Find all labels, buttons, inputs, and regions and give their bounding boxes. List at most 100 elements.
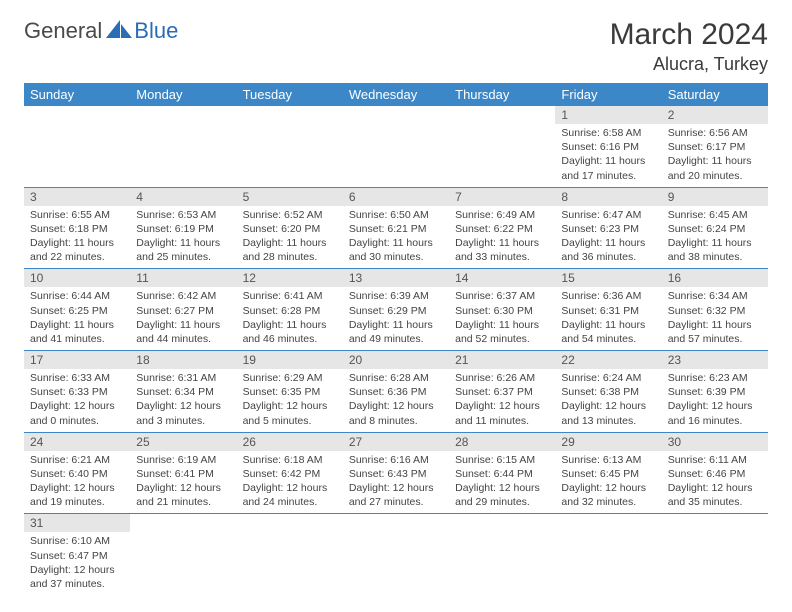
day-sun-info: Sunrise: 6:42 AMSunset: 6:27 PMDaylight:… xyxy=(130,287,236,350)
calendar-day-cell: 12Sunrise: 6:41 AMSunset: 6:28 PMDayligh… xyxy=(237,269,343,351)
title-block: March 2024 Alucra, Turkey xyxy=(610,18,768,75)
day-sun-info: Sunrise: 6:55 AMSunset: 6:18 PMDaylight:… xyxy=(24,206,130,269)
calendar-day-cell: 28Sunrise: 6:15 AMSunset: 6:44 PMDayligh… xyxy=(449,432,555,514)
day-number: 30 xyxy=(662,433,768,451)
calendar-table: Sunday Monday Tuesday Wednesday Thursday… xyxy=(24,83,768,595)
calendar-day-cell: 29Sunrise: 6:13 AMSunset: 6:45 PMDayligh… xyxy=(555,432,661,514)
calendar-day-cell: 4Sunrise: 6:53 AMSunset: 6:19 PMDaylight… xyxy=(130,187,236,269)
weekday-header: Sunday xyxy=(24,83,130,106)
day-number: 29 xyxy=(555,433,661,451)
calendar-day-cell: 8Sunrise: 6:47 AMSunset: 6:23 PMDaylight… xyxy=(555,187,661,269)
calendar-day-cell: 26Sunrise: 6:18 AMSunset: 6:42 PMDayligh… xyxy=(237,432,343,514)
calendar-day-cell xyxy=(24,106,130,187)
calendar-day-cell xyxy=(130,514,236,595)
day-number: 5 xyxy=(237,188,343,206)
day-sun-info: Sunrise: 6:15 AMSunset: 6:44 PMDaylight:… xyxy=(449,451,555,514)
logo-text-general: General xyxy=(24,18,102,44)
day-sun-info: Sunrise: 6:28 AMSunset: 6:36 PMDaylight:… xyxy=(343,369,449,432)
day-sun-info: Sunrise: 6:49 AMSunset: 6:22 PMDaylight:… xyxy=(449,206,555,269)
logo: General Blue xyxy=(24,18,178,44)
day-sun-info: Sunrise: 6:34 AMSunset: 6:32 PMDaylight:… xyxy=(662,287,768,350)
day-sun-info: Sunrise: 6:19 AMSunset: 6:41 PMDaylight:… xyxy=(130,451,236,514)
day-number: 16 xyxy=(662,269,768,287)
calendar-day-cell: 13Sunrise: 6:39 AMSunset: 6:29 PMDayligh… xyxy=(343,269,449,351)
calendar-day-cell: 15Sunrise: 6:36 AMSunset: 6:31 PMDayligh… xyxy=(555,269,661,351)
calendar-day-cell: 9Sunrise: 6:45 AMSunset: 6:24 PMDaylight… xyxy=(662,187,768,269)
calendar-day-cell: 19Sunrise: 6:29 AMSunset: 6:35 PMDayligh… xyxy=(237,351,343,433)
day-sun-info: Sunrise: 6:23 AMSunset: 6:39 PMDaylight:… xyxy=(662,369,768,432)
day-sun-info: Sunrise: 6:39 AMSunset: 6:29 PMDaylight:… xyxy=(343,287,449,350)
day-sun-info: Sunrise: 6:41 AMSunset: 6:28 PMDaylight:… xyxy=(237,287,343,350)
weekday-header-row: Sunday Monday Tuesday Wednesday Thursday… xyxy=(24,83,768,106)
day-sun-info: Sunrise: 6:53 AMSunset: 6:19 PMDaylight:… xyxy=(130,206,236,269)
calendar-day-cell: 1Sunrise: 6:58 AMSunset: 6:16 PMDaylight… xyxy=(555,106,661,187)
calendar-day-cell: 30Sunrise: 6:11 AMSunset: 6:46 PMDayligh… xyxy=(662,432,768,514)
calendar-day-cell: 16Sunrise: 6:34 AMSunset: 6:32 PMDayligh… xyxy=(662,269,768,351)
calendar-day-cell: 22Sunrise: 6:24 AMSunset: 6:38 PMDayligh… xyxy=(555,351,661,433)
month-title: March 2024 xyxy=(610,18,768,52)
calendar-week-row: 10Sunrise: 6:44 AMSunset: 6:25 PMDayligh… xyxy=(24,269,768,351)
calendar-day-cell xyxy=(237,106,343,187)
calendar-day-cell: 6Sunrise: 6:50 AMSunset: 6:21 PMDaylight… xyxy=(343,187,449,269)
day-number: 20 xyxy=(343,351,449,369)
day-number: 28 xyxy=(449,433,555,451)
day-number: 24 xyxy=(24,433,130,451)
logo-text-blue: Blue xyxy=(134,18,178,44)
day-sun-info: Sunrise: 6:37 AMSunset: 6:30 PMDaylight:… xyxy=(449,287,555,350)
calendar-day-cell xyxy=(343,514,449,595)
day-sun-info: Sunrise: 6:13 AMSunset: 6:45 PMDaylight:… xyxy=(555,451,661,514)
calendar-day-cell: 21Sunrise: 6:26 AMSunset: 6:37 PMDayligh… xyxy=(449,351,555,433)
day-sun-info: Sunrise: 6:44 AMSunset: 6:25 PMDaylight:… xyxy=(24,287,130,350)
day-sun-info: Sunrise: 6:29 AMSunset: 6:35 PMDaylight:… xyxy=(237,369,343,432)
day-number: 22 xyxy=(555,351,661,369)
calendar-day-cell: 10Sunrise: 6:44 AMSunset: 6:25 PMDayligh… xyxy=(24,269,130,351)
calendar-day-cell xyxy=(343,106,449,187)
day-sun-info: Sunrise: 6:11 AMSunset: 6:46 PMDaylight:… xyxy=(662,451,768,514)
day-sun-info: Sunrise: 6:26 AMSunset: 6:37 PMDaylight:… xyxy=(449,369,555,432)
day-sun-info: Sunrise: 6:45 AMSunset: 6:24 PMDaylight:… xyxy=(662,206,768,269)
day-sun-info: Sunrise: 6:16 AMSunset: 6:43 PMDaylight:… xyxy=(343,451,449,514)
day-sun-info: Sunrise: 6:24 AMSunset: 6:38 PMDaylight:… xyxy=(555,369,661,432)
day-sun-info: Sunrise: 6:36 AMSunset: 6:31 PMDaylight:… xyxy=(555,287,661,350)
day-sun-info: Sunrise: 6:58 AMSunset: 6:16 PMDaylight:… xyxy=(555,124,661,187)
day-number: 15 xyxy=(555,269,661,287)
day-number: 25 xyxy=(130,433,236,451)
day-number: 14 xyxy=(449,269,555,287)
calendar-week-row: 24Sunrise: 6:21 AMSunset: 6:40 PMDayligh… xyxy=(24,432,768,514)
day-number: 21 xyxy=(449,351,555,369)
calendar-day-cell: 27Sunrise: 6:16 AMSunset: 6:43 PMDayligh… xyxy=(343,432,449,514)
weekday-header: Wednesday xyxy=(343,83,449,106)
day-sun-info: Sunrise: 6:56 AMSunset: 6:17 PMDaylight:… xyxy=(662,124,768,187)
day-sun-info: Sunrise: 6:33 AMSunset: 6:33 PMDaylight:… xyxy=(24,369,130,432)
calendar-day-cell: 11Sunrise: 6:42 AMSunset: 6:27 PMDayligh… xyxy=(130,269,236,351)
calendar-week-row: 3Sunrise: 6:55 AMSunset: 6:18 PMDaylight… xyxy=(24,187,768,269)
day-number: 19 xyxy=(237,351,343,369)
calendar-day-cell: 3Sunrise: 6:55 AMSunset: 6:18 PMDaylight… xyxy=(24,187,130,269)
day-number: 6 xyxy=(343,188,449,206)
calendar-day-cell xyxy=(662,514,768,595)
weekday-header: Friday xyxy=(555,83,661,106)
calendar-day-cell: 5Sunrise: 6:52 AMSunset: 6:20 PMDaylight… xyxy=(237,187,343,269)
calendar-day-cell: 7Sunrise: 6:49 AMSunset: 6:22 PMDaylight… xyxy=(449,187,555,269)
calendar-day-cell: 2Sunrise: 6:56 AMSunset: 6:17 PMDaylight… xyxy=(662,106,768,187)
calendar-day-cell xyxy=(237,514,343,595)
day-number: 3 xyxy=(24,188,130,206)
logo-sail-icon xyxy=(106,20,132,38)
calendar-day-cell xyxy=(555,514,661,595)
calendar-day-cell xyxy=(449,514,555,595)
calendar-day-cell: 25Sunrise: 6:19 AMSunset: 6:41 PMDayligh… xyxy=(130,432,236,514)
calendar-day-cell: 31Sunrise: 6:10 AMSunset: 6:47 PMDayligh… xyxy=(24,514,130,595)
calendar-day-cell: 17Sunrise: 6:33 AMSunset: 6:33 PMDayligh… xyxy=(24,351,130,433)
day-sun-info: Sunrise: 6:21 AMSunset: 6:40 PMDaylight:… xyxy=(24,451,130,514)
day-number: 7 xyxy=(449,188,555,206)
calendar-day-cell: 18Sunrise: 6:31 AMSunset: 6:34 PMDayligh… xyxy=(130,351,236,433)
day-number: 27 xyxy=(343,433,449,451)
day-sun-info: Sunrise: 6:47 AMSunset: 6:23 PMDaylight:… xyxy=(555,206,661,269)
weekday-header: Thursday xyxy=(449,83,555,106)
day-number: 17 xyxy=(24,351,130,369)
day-number: 23 xyxy=(662,351,768,369)
day-number: 18 xyxy=(130,351,236,369)
day-number: 1 xyxy=(555,106,661,124)
calendar-day-cell: 14Sunrise: 6:37 AMSunset: 6:30 PMDayligh… xyxy=(449,269,555,351)
calendar-day-cell xyxy=(130,106,236,187)
